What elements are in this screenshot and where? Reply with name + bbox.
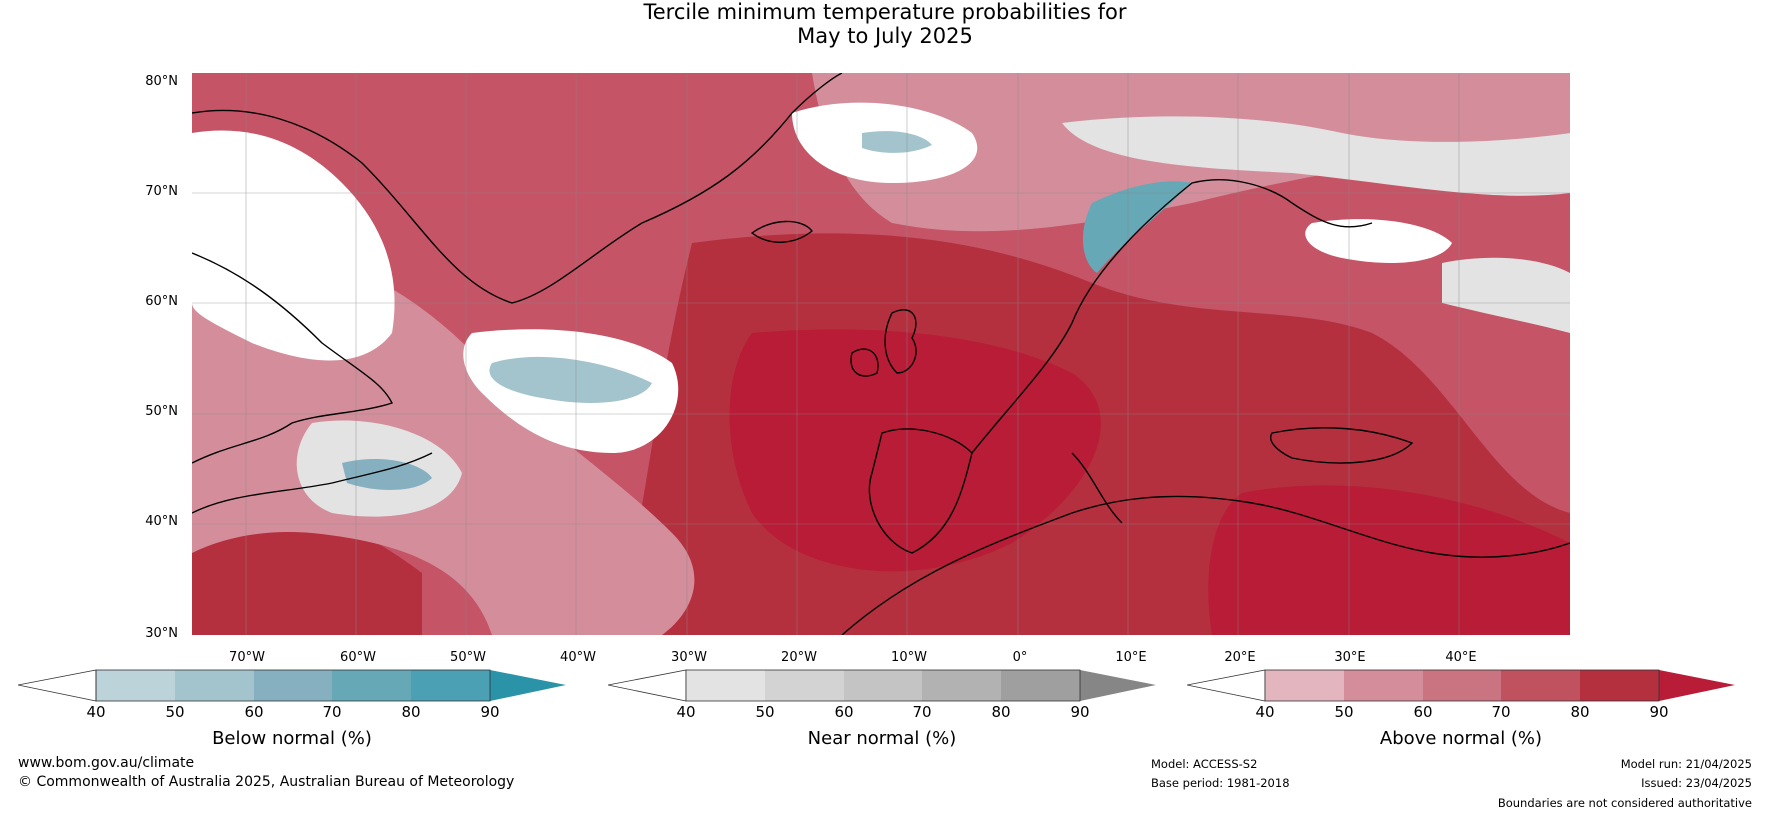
above-tick-90: 90 [1649, 703, 1669, 721]
above-normal-title: Above normal (%) [1379, 728, 1543, 749]
coast-scandinavia [971, 179, 1373, 454]
title-line-1: Tercile minimum temperature probabilitie… [643, 0, 1127, 24]
below-tick-50: 50 [165, 703, 185, 721]
below-tick-70: 70 [322, 703, 342, 721]
near-normal-title: Near normal (%) [807, 728, 957, 749]
colorbar-below-normal [18, 669, 566, 702]
lat-label-60n: 60°N [145, 294, 178, 309]
above-tick-70: 70 [1491, 703, 1511, 721]
map-region-above-90a [729, 329, 1101, 572]
lon-label-30w: 30°W [671, 650, 707, 665]
map-region-near-normal-russia [1442, 257, 1570, 333]
coast-labrador [192, 252, 393, 464]
lat-label-40n: 40°N [145, 514, 178, 529]
lat-label-70n: 70°N [145, 184, 178, 199]
coast-iceland [750, 220, 813, 243]
near-tick-50: 50 [755, 703, 775, 721]
coast-italy [1071, 452, 1123, 524]
map-region-below-greenland-sea [862, 131, 932, 153]
coast-uk [884, 309, 917, 374]
above-tick-50: 50 [1334, 703, 1354, 721]
map-region-near-normal-arctic [1062, 116, 1570, 196]
below-tick-90: 90 [480, 703, 500, 721]
coast-ireland [850, 348, 879, 377]
lon-label-20e: 20°E [1224, 650, 1256, 665]
near-tick-80: 80 [991, 703, 1011, 721]
map-region-above-90b [1208, 485, 1570, 635]
footer-disclaimer: Boundaries are not considered authoritat… [1497, 796, 1752, 810]
above-tick-40: 40 [1255, 703, 1275, 721]
above-tick-60: 60 [1413, 703, 1433, 721]
coast-black-sea [1270, 427, 1414, 464]
below-tick-80: 80 [401, 703, 421, 721]
lat-label-50n: 50°N [145, 404, 178, 419]
lon-label-20w: 20°W [781, 650, 817, 665]
chart-title: Tercile minimum temperature probabilitie… [0, 0, 1770, 48]
colorbar-above-normal [1187, 669, 1735, 702]
lon-label-10e: 10°E [1115, 650, 1147, 665]
lat-label-30n: 30°N [145, 626, 178, 641]
lon-label-70w: 70°W [229, 650, 265, 665]
below-normal-title: Below normal (%) [212, 728, 372, 749]
title-line-2: May to July 2025 [797, 24, 973, 48]
map-canvas [192, 73, 1570, 635]
lat-label-80n: 80°N [145, 74, 178, 89]
map-region-below-60 [489, 356, 652, 403]
footer-copyright: © Commonwealth of Australia 2025, Austra… [18, 774, 515, 790]
map-region-white-kola [1305, 219, 1452, 263]
lon-label-60w: 60°W [340, 650, 376, 665]
below-tick-40: 40 [86, 703, 106, 721]
lon-label-30e: 30°E [1334, 650, 1366, 665]
near-tick-60: 60 [834, 703, 854, 721]
lon-label-0: 0° [1012, 650, 1028, 665]
map-region-below-norway [1082, 181, 1192, 273]
footer-model: Model: ACCESS-S2 [1151, 757, 1258, 771]
footer-website: www.bom.gov.au/climate [18, 755, 195, 771]
coast-greenland [192, 73, 843, 304]
map-graticule [192, 73, 1570, 635]
coast-iberia [868, 428, 973, 554]
lon-label-40w: 40°W [560, 650, 596, 665]
near-tick-40: 40 [676, 703, 696, 721]
map-region-below-70 [342, 458, 432, 490]
coast-us-canada [192, 452, 433, 514]
coast-mediterranean [841, 495, 1570, 635]
below-tick-60: 60 [244, 703, 264, 721]
lon-label-50w: 50°W [450, 650, 486, 665]
lon-label-40e: 40°E [1445, 650, 1477, 665]
lon-label-10w: 10°W [891, 650, 927, 665]
probability-map [192, 73, 1570, 635]
colorbar-near-normal [608, 669, 1156, 702]
footer-issued: Issued: 23/04/2025 [1641, 776, 1752, 790]
map-coastlines [192, 73, 1570, 635]
footer-model-run: Model run: 21/04/2025 [1620, 757, 1752, 771]
near-tick-70: 70 [912, 703, 932, 721]
above-tick-80: 80 [1570, 703, 1590, 721]
footer-base-period: Base period: 1981-2018 [1151, 776, 1290, 790]
near-tick-90: 90 [1070, 703, 1090, 721]
